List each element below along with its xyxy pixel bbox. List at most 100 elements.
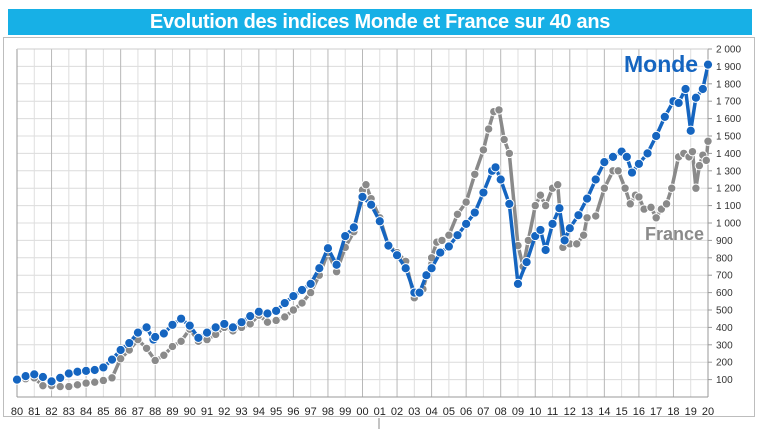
data-point-france [141, 343, 152, 353]
x-tick-label: 92 [218, 406, 230, 418]
data-point-monde [150, 331, 161, 343]
data-point-france [634, 192, 644, 202]
x-tick-label: 91 [201, 406, 213, 418]
data-point-france [599, 183, 610, 193]
data-point-monde [227, 322, 239, 333]
data-point-monde [504, 198, 515, 209]
data-point-france [504, 148, 515, 159]
data-point-monde [11, 374, 23, 385]
data-point-france [262, 317, 273, 327]
data-point-france [582, 213, 592, 223]
data-point-france [661, 199, 672, 209]
data-point-france [107, 373, 117, 383]
data-point-monde [659, 111, 670, 122]
y-tick-label: 900 [716, 236, 733, 247]
chart-frame [3, 37, 755, 417]
data-point-monde [115, 344, 126, 356]
chart-title: Evolution des indices Monde et France su… [8, 9, 752, 35]
data-point-monde [158, 328, 169, 339]
data-point-monde [201, 327, 213, 338]
data-point-monde [599, 157, 610, 168]
x-tick-label: 00 [356, 406, 368, 418]
y-tick-label: 1 600 [716, 114, 741, 125]
data-point-monde [210, 322, 221, 333]
data-point-france [494, 105, 504, 115]
data-point-france [444, 230, 454, 240]
data-point-monde [236, 317, 247, 328]
data-point-france [176, 336, 186, 347]
data-point-monde [340, 230, 351, 242]
x-tick-label: 08 [495, 406, 507, 418]
data-point-france [150, 355, 160, 366]
data-point-monde [314, 263, 325, 274]
x-tick-label: 80 [11, 406, 23, 418]
x-tick-label: 09 [512, 406, 524, 418]
data-point-monde [374, 216, 385, 227]
data-point-monde [540, 244, 551, 256]
data-point-france [499, 134, 509, 145]
data-point-france [578, 230, 589, 240]
y-tick-label: 1 700 [716, 97, 741, 108]
data-point-monde [690, 92, 702, 103]
data-point-france [613, 166, 623, 176]
data-point-france [646, 202, 656, 213]
y-tick-label: 300 [716, 340, 733, 351]
x-tick-label: 89 [166, 406, 178, 418]
data-point-monde [478, 187, 489, 198]
data-point-monde [271, 305, 282, 316]
data-point-monde [72, 366, 83, 377]
data-point-monde [167, 319, 178, 330]
y-tick-label: 1 300 [716, 166, 741, 177]
data-point-monde [421, 270, 432, 281]
data-point-monde [296, 284, 308, 296]
data-point-monde [426, 263, 437, 274]
data-point-france [625, 199, 635, 209]
data-point-monde [98, 362, 109, 373]
data-point-monde [37, 371, 49, 383]
data-point-france [55, 381, 65, 392]
y-tick-label: 500 [716, 306, 733, 317]
y-tick-label: 1 200 [716, 184, 741, 195]
data-point-france [701, 155, 711, 166]
data-point-monde [305, 278, 316, 289]
y-tick-label: 700 [716, 271, 733, 282]
x-tick-label: 98 [322, 406, 334, 418]
data-point-france [535, 190, 546, 200]
data-point-monde [253, 306, 264, 317]
data-point-monde [535, 224, 546, 236]
data-point-france [694, 160, 705, 171]
data-point-monde [651, 130, 662, 142]
data-point-france [540, 200, 551, 211]
x-tick-label: 10 [529, 406, 541, 418]
y-tick-label: 1 900 [716, 62, 741, 73]
y-tick-label: 200 [716, 358, 733, 369]
data-point-monde [581, 193, 593, 204]
data-point-france [437, 235, 447, 246]
x-tick-label: 04 [425, 406, 437, 418]
y-tick-label: 1 400 [716, 149, 741, 160]
data-point-france [167, 341, 178, 352]
data-point-france [703, 136, 713, 146]
data-point-monde [564, 223, 575, 234]
x-tick-label: 12 [564, 406, 576, 418]
x-tick-label: 03 [408, 406, 420, 418]
data-point-monde [559, 235, 570, 246]
x-tick-label: 93 [235, 406, 247, 418]
series-monde [11, 59, 714, 387]
data-point-monde [63, 368, 74, 379]
data-point-monde [106, 354, 118, 365]
x-tick-label: 11 [547, 406, 558, 418]
data-point-monde [521, 257, 532, 268]
x-tick-label: 07 [477, 406, 489, 418]
data-point-france [687, 146, 698, 157]
data-point-monde [461, 218, 472, 229]
x-tick-label: 13 [581, 406, 593, 418]
x-tick-label: 85 [97, 406, 109, 418]
series-label-monde: Monde [624, 51, 698, 77]
data-point-monde [633, 158, 645, 169]
y-tick-label: 600 [716, 288, 733, 299]
data-point-monde [322, 243, 334, 254]
data-point-monde [184, 320, 195, 331]
data-point-monde [124, 337, 135, 349]
data-point-france [90, 377, 100, 387]
